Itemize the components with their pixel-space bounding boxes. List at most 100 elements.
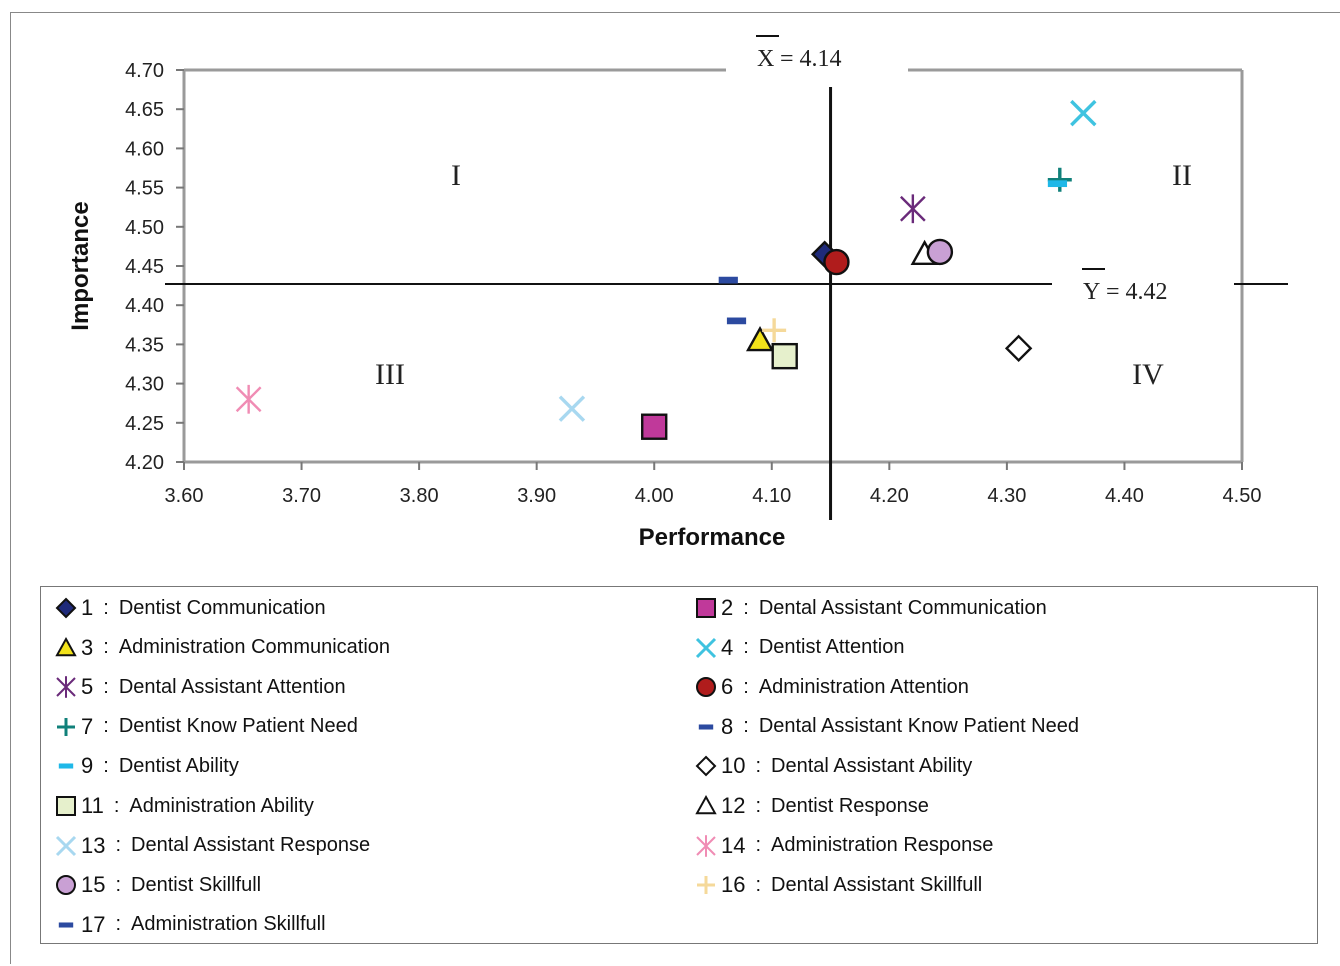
- legend-label: Dentist Attention: [758, 636, 905, 659]
- legend-marker-2: [696, 598, 716, 618]
- data-point-11: [771, 342, 798, 370]
- legend-item-7: 7: Dentist Know Patient Need: [53, 712, 358, 742]
- quadrant-label-III: III: [375, 358, 405, 391]
- legend-number: 7: [81, 713, 94, 739]
- legend-label: Administration Response: [771, 834, 994, 857]
- legend-item-2: 2: Dental Assistant Communication: [693, 593, 1047, 623]
- data-point-6: [823, 248, 850, 276]
- legend-label: Dental Assistant Communication: [758, 596, 1047, 619]
- y-tick-label: 4.70: [125, 60, 164, 82]
- legend: 1: Dentist Communication 2: Dental Assistan…: [40, 586, 1318, 944]
- legend-symbol-14: [696, 834, 716, 857]
- data-point-17: [726, 317, 747, 325]
- y-tick-label: 4.35: [125, 334, 164, 356]
- legend-number: 1: [81, 595, 94, 620]
- data-point-13: [558, 395, 586, 422]
- legend-marker-17: [58, 922, 74, 928]
- mean-x-label-var: X: [757, 46, 774, 72]
- legend-label: Dentist Know Patient Need: [118, 715, 358, 738]
- legend-item-13: 13: Dental Assistant Response: [53, 831, 370, 861]
- scatter-chart: 4.70 4.65 4.60 4.55 4.50 4.45 4.40 4.35 4.30 4.25…: [67, 35, 1288, 551]
- legend-symbol-5: [56, 676, 76, 698]
- legend-number: 11: [81, 793, 104, 818]
- legend-separator: :: [113, 794, 120, 817]
- y-tick-label: 4.20: [125, 452, 164, 474]
- x-tick-label: 4.00: [635, 485, 674, 507]
- x-tick-label: 4.50: [1223, 485, 1262, 507]
- legend-separator: :: [115, 913, 122, 936]
- data-point-5: [899, 194, 926, 224]
- legend-symbol-1: [55, 597, 77, 619]
- legend-symbol-13: [55, 835, 77, 856]
- legend-number: 8: [721, 713, 734, 739]
- y-axis-title: Importance: [67, 201, 94, 330]
- legend-item-10: 10: Dental Assistant Ability: [693, 751, 972, 781]
- legend-marker-8: [698, 724, 714, 730]
- quadrant-label-II: II: [1172, 159, 1192, 192]
- legend-separator: :: [115, 834, 122, 857]
- data-point-2: [641, 413, 668, 440]
- legend-separator: :: [755, 794, 762, 817]
- legend-label: Administration Skillfull: [131, 913, 326, 936]
- legend-number: 9: [81, 753, 94, 779]
- x-tick-label: 4.10: [752, 485, 791, 507]
- legend-symbol-9: [58, 763, 74, 769]
- legend-symbol-16: [697, 876, 715, 895]
- legend-separator: :: [755, 873, 762, 896]
- legend-label: Administration Attention: [758, 675, 969, 698]
- legend-item-8: 8: Dental Assistant Know Patient Need: [693, 712, 1079, 742]
- x-axis-title: Performance: [639, 524, 786, 551]
- legend-marker-4: [695, 637, 717, 658]
- legend-marker-16: [697, 876, 715, 895]
- mean-x-label-value: = 4.14: [780, 46, 842, 72]
- figure-frame: [10, 12, 1340, 964]
- legend-label: Dentist Skillfull: [131, 873, 262, 896]
- legend-number: 14: [721, 832, 746, 858]
- legend-label: Dentist Communication: [118, 596, 326, 619]
- legend-item-16: 16: Dental Assistant Skillfull: [693, 870, 982, 900]
- legend-item-9: 9: Dentist Ability: [53, 751, 239, 781]
- legend-label: Dentist Ability: [118, 754, 239, 777]
- data-point-16: [762, 318, 787, 343]
- legend-marker-15: [56, 875, 76, 896]
- y-tick-label: 4.65: [125, 99, 164, 121]
- legend-separator: :: [743, 715, 749, 738]
- legend-number: 10: [721, 753, 746, 779]
- x-tick-label: 3.90: [517, 485, 556, 507]
- legend-separator: :: [743, 675, 749, 698]
- legend-label: Administration Ability: [129, 794, 314, 817]
- legend-number: 17: [81, 911, 106, 937]
- legend-label: Dentist Response: [771, 794, 929, 817]
- legend-separator: :: [103, 675, 109, 698]
- legend-marker-6: [696, 677, 716, 698]
- y-tick-label: 4.50: [125, 217, 164, 239]
- legend-number: 16: [721, 872, 746, 898]
- legend-marker-1: [55, 597, 77, 619]
- legend-item-17: 17: Administration Skillfull: [53, 910, 326, 940]
- legend-symbol-10: [695, 755, 717, 777]
- legend-marker-12: [695, 794, 717, 815]
- y-tick-label: 4.25: [125, 413, 164, 435]
- legend-item-14: 14: Administration Response: [693, 831, 993, 861]
- legend-marker-14: [696, 834, 716, 857]
- y-tick-label: 4.60: [125, 138, 164, 160]
- data-point-4: [1070, 99, 1097, 127]
- legend-item-12: 12: Dentist Response: [693, 791, 929, 821]
- legend-separator: :: [743, 596, 749, 619]
- legend-number: 3: [81, 634, 94, 660]
- legend-number: 4: [721, 634, 734, 660]
- y-tick-label: 4.30: [125, 374, 164, 396]
- legend-number: 2: [721, 595, 734, 620]
- data-point-14: [235, 384, 262, 414]
- legend-separator: :: [103, 754, 109, 777]
- legend-symbol-12: [695, 794, 717, 815]
- legend-separator: :: [115, 873, 122, 896]
- x-tick-label: 3.80: [400, 485, 439, 507]
- legend-number: 15: [81, 872, 106, 898]
- legend-label: Administration Communication: [118, 636, 391, 659]
- legend-separator: :: [103, 636, 109, 659]
- legend-label: Dental Assistant Ability: [771, 754, 973, 777]
- data-point-15: [926, 238, 954, 266]
- legend-label: Dental Assistant Attention: [118, 675, 346, 698]
- legend-item-3: 3: Administration Communication: [53, 633, 390, 663]
